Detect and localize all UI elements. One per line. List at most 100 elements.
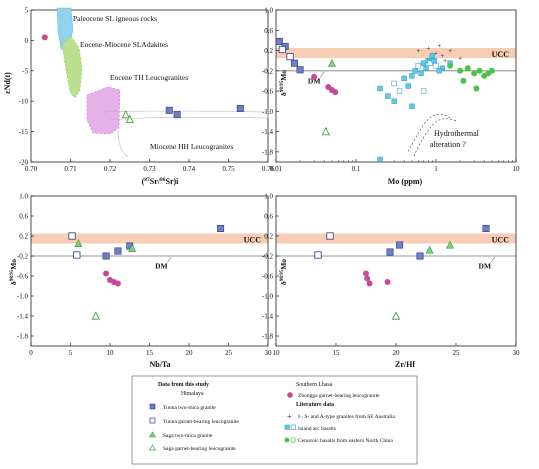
legend-label-tuona-garnet: Tuona garnet-bearing leucogranite: [163, 419, 239, 425]
point-tuona-two-mica-granite-1: [396, 241, 404, 249]
panel-b-ytick-label: -1.4: [262, 128, 274, 136]
point-saga-garnet-bearing-leucogranite-0: [321, 127, 331, 136]
point-island-arc-basalts-16: [423, 65, 429, 71]
panel-c-xlabel: Nb/Ta: [149, 360, 170, 369]
point-zhongga-garnet-bearing-leucogranite-3: [332, 89, 339, 96]
legend-title-this-study: Data from this study: [158, 382, 209, 388]
point-tuona-two-mica-granite-0: [386, 248, 394, 256]
point-tuona-two-mica-granite-2: [236, 104, 244, 112]
panel-c-ytick-label: 1.0: [19, 193, 28, 201]
panel-b-ytick-label: -1.8: [262, 148, 274, 156]
annot-eocene-th: Eocene TH Leucogranites: [110, 73, 188, 82]
panel-a-ylabel: εNd(t): [3, 72, 12, 94]
hydrothermal-annotation-line2: alteration ?: [430, 140, 466, 149]
panel-a-ytick-label: -10: [19, 98, 29, 106]
point-tuona-garnet-bearing-leucogranite-1: [73, 251, 81, 259]
panel-d-xtick-label: 10: [273, 349, 281, 357]
panel-c-xtick-label: 25: [225, 349, 233, 357]
point-tuona-garnet-bearing-leucogranite-0: [278, 45, 286, 54]
point-i-s-and-a-type-granites-from-se-australia-1: +: [426, 45, 430, 53]
panel-c-frame: [30, 195, 269, 347]
panel-d-ytick-label: 1.0: [264, 193, 273, 201]
panel-c-xtick-label: 5: [69, 349, 73, 357]
hydrothermal-arrow-2: [413, 118, 457, 157]
point-zhongga-garnet-bearing-leucogranite-3: [114, 280, 121, 287]
panel-a-fields: [56, 7, 269, 158]
point-island-arc-basalts-9: [433, 63, 439, 69]
panel-c-xtick-label: 20: [186, 349, 194, 357]
panel-a-ytick-label: -5: [22, 67, 28, 75]
panel-c-xtick-label: 0: [29, 349, 33, 357]
point-tuona-two-mica-granite-0: [275, 37, 283, 45]
point-saga-two-mica-granite-1: [128, 244, 137, 252]
panel-b-ytick-label: -0.6: [262, 88, 274, 96]
panel-d-frame: [275, 195, 517, 347]
point-cenozoic-basalts-from-eastern-north-china-3: [476, 67, 483, 74]
panel-d-ytick-label: 0.2: [264, 233, 273, 241]
legend-label-tuona-two-mica: Tuona two-mica granite: [163, 405, 216, 411]
legend-group-southern-lhasa: Southern Lhasa: [296, 382, 333, 388]
panel-a-isotope-plot: 0.70 0.71 0.72 0.73 0.74 0.75 0.76 5 0 -5 -10 -15 -2…: [3, 7, 275, 187]
panel-a-xtick-label: 0.72: [104, 165, 117, 173]
legend-marker-cenozoic-filled: [284, 437, 290, 443]
legend-marker-tuona-garnet: [149, 417, 156, 424]
miocene-hh-tail: [117, 129, 129, 158]
annot-eocene-miocene: Eocene-Miocene SLAdakites: [80, 40, 168, 49]
panel-d-ucc-label: UCC: [492, 236, 510, 245]
point-island-arc-basalts-6: [420, 60, 427, 66]
panel-d-marks: UCC DM 10 15 20 25 30 1.0 0.6 0.2 -0.2 -0.6 -1.0 -1.4…: [262, 193, 520, 358]
point-tuona-two-mica-granite-3: [217, 225, 225, 233]
legend-marker-zhongga: [287, 392, 293, 398]
panel-b-xtick-label: 0.01: [270, 165, 283, 173]
point-tuona-two-mica-granite-3: [296, 66, 304, 74]
panel-c-ucc-band: [31, 233, 268, 244]
point-island-arc-basalts-1: [391, 80, 397, 87]
panel-d-xtick-label: 30: [513, 349, 521, 357]
panel-b-dm-pointer: [319, 71, 325, 78]
panel-b-ucc-label: UCC: [492, 50, 510, 59]
panel-c-ytick-label: -0.6: [17, 273, 29, 281]
point-i-s-and-a-type-granites-from-se-australia-8: +: [443, 57, 447, 65]
legend-label-island-arc: Island arc basalts: [298, 426, 336, 432]
panel-b-xtick-label: 1: [434, 165, 438, 173]
legend-label-saga-two-mica: Saga two-mica granite: [163, 433, 213, 439]
panel-d-xlabel: Zr/Hf: [395, 360, 415, 369]
point-i-s-and-a-type-granites-from-se-australia-0: +: [416, 47, 420, 55]
point-island-arc-basalts-4: [412, 68, 418, 74]
point-island-arc-basalts-0: [377, 85, 383, 92]
point-tuona-two-mica-granite-1: [173, 111, 181, 119]
point-tuona-two-mica-granite-3: [482, 225, 490, 233]
point-zhongga-garnet-bearing-leucogranite-0: [103, 270, 110, 277]
legend: Data from this study Himalaya Southern L…: [131, 375, 418, 465]
panel-c-dm-label: DM: [155, 262, 168, 271]
point-tuona-two-mica-granite-2: [290, 59, 298, 67]
point-tuona-two-mica-granite-0: [102, 252, 110, 260]
panel-d-ylabel: δ98/95Mo: [279, 259, 288, 285]
panel-a-ytick-label: 0: [25, 37, 29, 45]
panel-b-marks: UCC DM 0.01 0.1 1 10 1.0 0.6 0.2 -0.2 -0.6 -1.0 -1.4…: [262, 7, 520, 174]
panel-c-nbta-plot: UCC DM 0 5 10 15 20 25 30 1.0 0.6 0.2 -0.2 -0.6 -1.0 -1…: [9, 193, 272, 370]
point-island-arc-basalts-21: [420, 88, 427, 94]
point-i-s-and-a-type-granites-from-se-australia-7: +: [437, 42, 441, 50]
panel-a-xtick-label: 0.73: [143, 165, 156, 173]
panel-b-ucc-band: [276, 48, 516, 59]
point-saga-garnet-bearing-leucogranite-0: [391, 311, 401, 320]
point-zhongga-garnet-bearing-leucogranite-2: [366, 280, 373, 287]
panel-a-ytick-label: -20: [19, 159, 29, 167]
legend-label-se-australia: I-, S- and A-type granites from SE Austr…: [298, 413, 395, 420]
panel-d-ytick-label: 0.6: [264, 213, 273, 221]
point-i-s-and-a-type-granites-from-se-australia-3: +: [440, 52, 444, 60]
point-tuona-garnet-bearing-leucogranite-0: [68, 232, 76, 240]
point-cenozoic-basalts-from-eastern-north-china-6: [488, 67, 495, 74]
panel-c-ytick-label: -0.2: [17, 253, 29, 261]
panel-b-xlabel: Mo (ppm): [388, 177, 423, 186]
panel-b-ytick-label: -0.2: [262, 67, 274, 75]
point-cenozoic-basalts-from-eastern-north-china-1: [464, 65, 471, 72]
point-saga-two-mica-granite-1: [446, 240, 454, 249]
legend-label-saga-garnet: Saga garnet-bearing leucogranite: [163, 446, 236, 452]
point-island-arc-basalts-24: [377, 156, 383, 163]
panel-b-ytick-label: 0.2: [264, 47, 273, 55]
point-tuona-garnet-bearing-leucogranite-1: [326, 232, 334, 240]
panel-d-xtick-label: 20: [393, 349, 401, 357]
panel-c-ytick-label: -1.4: [17, 313, 29, 321]
